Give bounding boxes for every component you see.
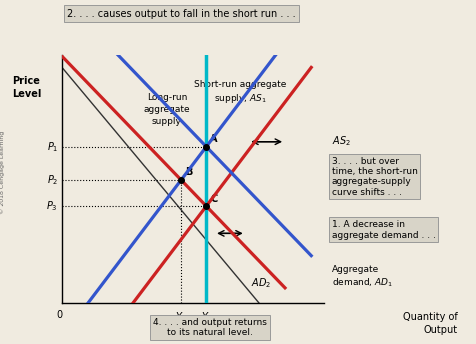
Text: Aggregate
demand, $AD_1$: Aggregate demand, $AD_1$: [331, 265, 392, 289]
Text: $P_3$: $P_3$: [46, 199, 58, 213]
Text: 4. . . . and output returns
to its natural level.: 4. . . . and output returns to its natur…: [153, 318, 266, 337]
Text: $AS_2$: $AS_2$: [331, 134, 350, 148]
Text: B: B: [185, 168, 192, 178]
Text: C: C: [210, 194, 217, 204]
Text: 1. A decrease in
aggregate demand . . .: 1. A decrease in aggregate demand . . .: [331, 220, 435, 239]
Text: © 2018 Cengage Learning: © 2018 Cengage Learning: [0, 130, 5, 214]
Text: Long-run
aggregate
supply: Long-run aggregate supply: [143, 93, 190, 126]
Text: A: A: [210, 134, 217, 144]
Text: $Y_2$: $Y_2$: [175, 310, 187, 324]
Text: 3. . . . but over
time, the short-run
aggregate-supply
curve shifts . . .: 3. . . . but over time, the short-run ag…: [331, 157, 416, 197]
Text: 0: 0: [56, 310, 62, 320]
Text: $P_2$: $P_2$: [47, 173, 58, 187]
Text: $Y_1$: $Y_1$: [200, 310, 212, 324]
Text: 2. . . . causes output to fall in the short run . . .: 2. . . . causes output to fall in the sh…: [67, 9, 295, 19]
Text: Quantity of
Output: Quantity of Output: [402, 312, 457, 335]
Text: $P_1$: $P_1$: [47, 140, 58, 153]
Text: $AD_2$: $AD_2$: [250, 276, 270, 290]
Text: Short-run aggregate
supply, $AS_1$: Short-run aggregate supply, $AS_1$: [194, 80, 286, 105]
Text: Price
Level: Price Level: [12, 76, 41, 99]
